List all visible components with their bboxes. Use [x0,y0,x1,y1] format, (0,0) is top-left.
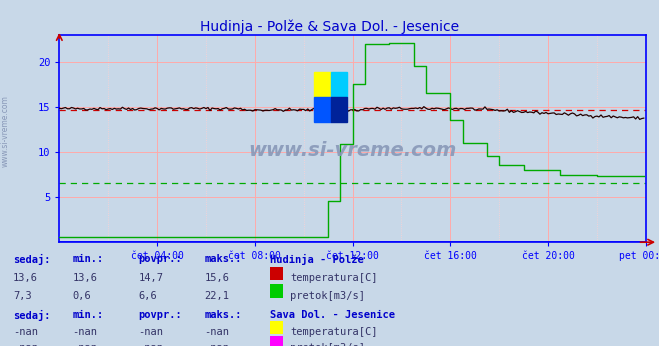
Text: sedaj:: sedaj: [13,310,51,321]
Text: 0,6: 0,6 [72,291,91,301]
Text: temperatura[C]: temperatura[C] [290,327,378,337]
Text: Sava Dol. - Jesenice: Sava Dol. - Jesenice [270,310,395,320]
Text: Hudinja - Polže: Hudinja - Polže [270,254,364,265]
Text: -nan: -nan [72,327,98,337]
Text: -nan: -nan [138,327,163,337]
Text: temperatura[C]: temperatura[C] [290,273,378,283]
Text: 7,3: 7,3 [13,291,32,301]
Text: -nan: -nan [204,343,229,346]
Text: 14,7: 14,7 [138,273,163,283]
Bar [314,97,331,122]
Text: Hudinja - Polže & Sava Dol. - Jesenice: Hudinja - Polže & Sava Dol. - Jesenice [200,19,459,34]
Text: 15,6: 15,6 [204,273,229,283]
Text: 22,1: 22,1 [204,291,229,301]
Text: -nan: -nan [72,343,98,346]
Bar [331,72,347,97]
Text: www.si-vreme.com: www.si-vreme.com [1,95,10,167]
Text: -nan: -nan [204,327,229,337]
Text: www.si-vreme.com: www.si-vreme.com [248,142,457,160]
Bar [314,72,331,97]
Text: 6,6: 6,6 [138,291,157,301]
Bar [331,97,347,122]
Text: pretok[m3/s]: pretok[m3/s] [290,291,365,301]
Text: -nan: -nan [13,327,38,337]
Text: povpr.:: povpr.: [138,310,182,320]
Text: pretok[m3/s]: pretok[m3/s] [290,343,365,346]
Text: sedaj:: sedaj: [13,254,51,265]
Text: 13,6: 13,6 [72,273,98,283]
Text: povpr.:: povpr.: [138,254,182,264]
Text: min.:: min.: [72,310,103,320]
Text: min.:: min.: [72,254,103,264]
Text: 13,6: 13,6 [13,273,38,283]
Text: maks.:: maks.: [204,310,242,320]
Text: maks.:: maks.: [204,254,242,264]
Text: -nan: -nan [138,343,163,346]
Text: -nan: -nan [13,343,38,346]
